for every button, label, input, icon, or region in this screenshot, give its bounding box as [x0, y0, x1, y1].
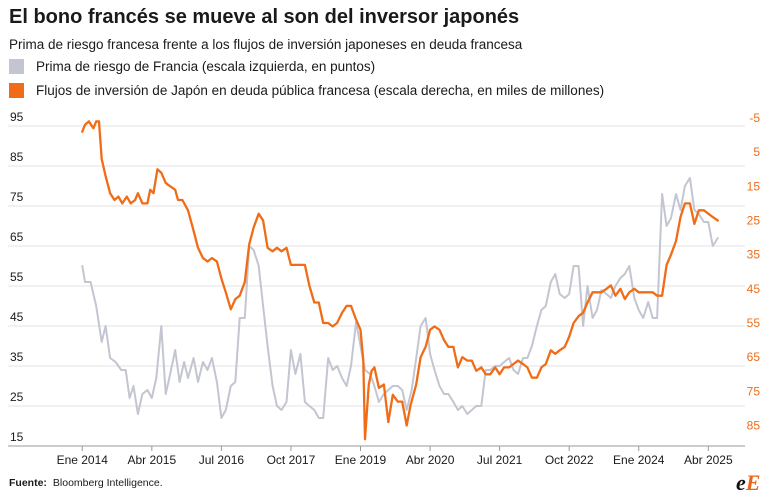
y-left-tick-label: 35: [10, 350, 24, 364]
source-note: Fuente: Bloomberg Intelligence.: [9, 477, 163, 489]
legend-item-spread: Prima de riesgo de Francia (escala izqui…: [9, 59, 375, 74]
source-label: Fuente:: [9, 477, 47, 489]
series-line-flows: [81, 120, 719, 441]
publisher-logo: eE: [736, 470, 760, 496]
y-left-tick-label: 45: [10, 310, 24, 324]
y-left-tick-label: 85: [10, 150, 24, 164]
x-tick-label: Jul 2016: [199, 453, 245, 467]
x-tick-label: Jul 2021: [477, 453, 523, 467]
x-tick-label: Ene 2019: [335, 453, 387, 467]
legend-label-spread: Prima de riesgo de Francia (escala izqui…: [36, 59, 376, 74]
y-right-tick-label: 45: [747, 282, 761, 296]
y-left-tick-label: 95: [10, 110, 24, 124]
logo-letter-E: E: [745, 470, 761, 495]
y-left-tick-label: 75: [10, 190, 24, 204]
x-tick-label: Oct 2022: [545, 453, 594, 467]
legend-swatch-spread: [9, 59, 24, 74]
legend-label-flows: Flujos de inversión de Japón en deuda pú…: [36, 83, 605, 98]
chart-title: El bono francés se mueve al son del inve…: [9, 6, 520, 28]
x-tick-label: Ene 2014: [57, 453, 109, 467]
x-tick-label: Abr 2015: [127, 453, 176, 467]
chart-subtitle: Prima de riesgo francesa frente a los fl…: [9, 37, 523, 52]
y-right-tick-label: 25: [747, 214, 761, 228]
series-line-spread: [81, 177, 719, 419]
chart-plot: 95 85 75 65 55 45 35 25 15 -5 5 15 25 35 45 55 65 75 85 Ene…: [8, 110, 761, 467]
legend-swatch-flows: [9, 83, 24, 98]
y-right-tick-label: 55: [747, 316, 761, 330]
x-tick-label: Oct 2017: [267, 453, 316, 467]
y-right-tick-label: -5: [749, 111, 760, 125]
y-left-tick-label: 55: [10, 270, 24, 284]
y-right-tick-label: 35: [747, 248, 761, 262]
y-left-tick-label: 25: [10, 390, 24, 404]
x-tick-label: Ene 2024: [613, 453, 665, 467]
y-left-tick-label: 65: [10, 230, 24, 244]
legend-item-flows: Flujos de inversión de Japón en deuda pú…: [9, 83, 604, 98]
y-left-tick-label: 15: [10, 430, 24, 444]
y-right-tick-label: 5: [753, 145, 760, 159]
y-right-tick-label: 75: [747, 384, 761, 398]
x-tick-label: Abr 2025: [684, 453, 733, 467]
source-text: Bloomberg Intelligence.: [52, 477, 163, 489]
x-tick-label: Abr 2020: [406, 453, 455, 467]
y-right-tick-label: 85: [747, 419, 761, 433]
y-right-tick-label: 15: [747, 179, 761, 193]
y-right-tick-label: 65: [747, 350, 761, 364]
logo-letter-e: e: [736, 470, 746, 495]
